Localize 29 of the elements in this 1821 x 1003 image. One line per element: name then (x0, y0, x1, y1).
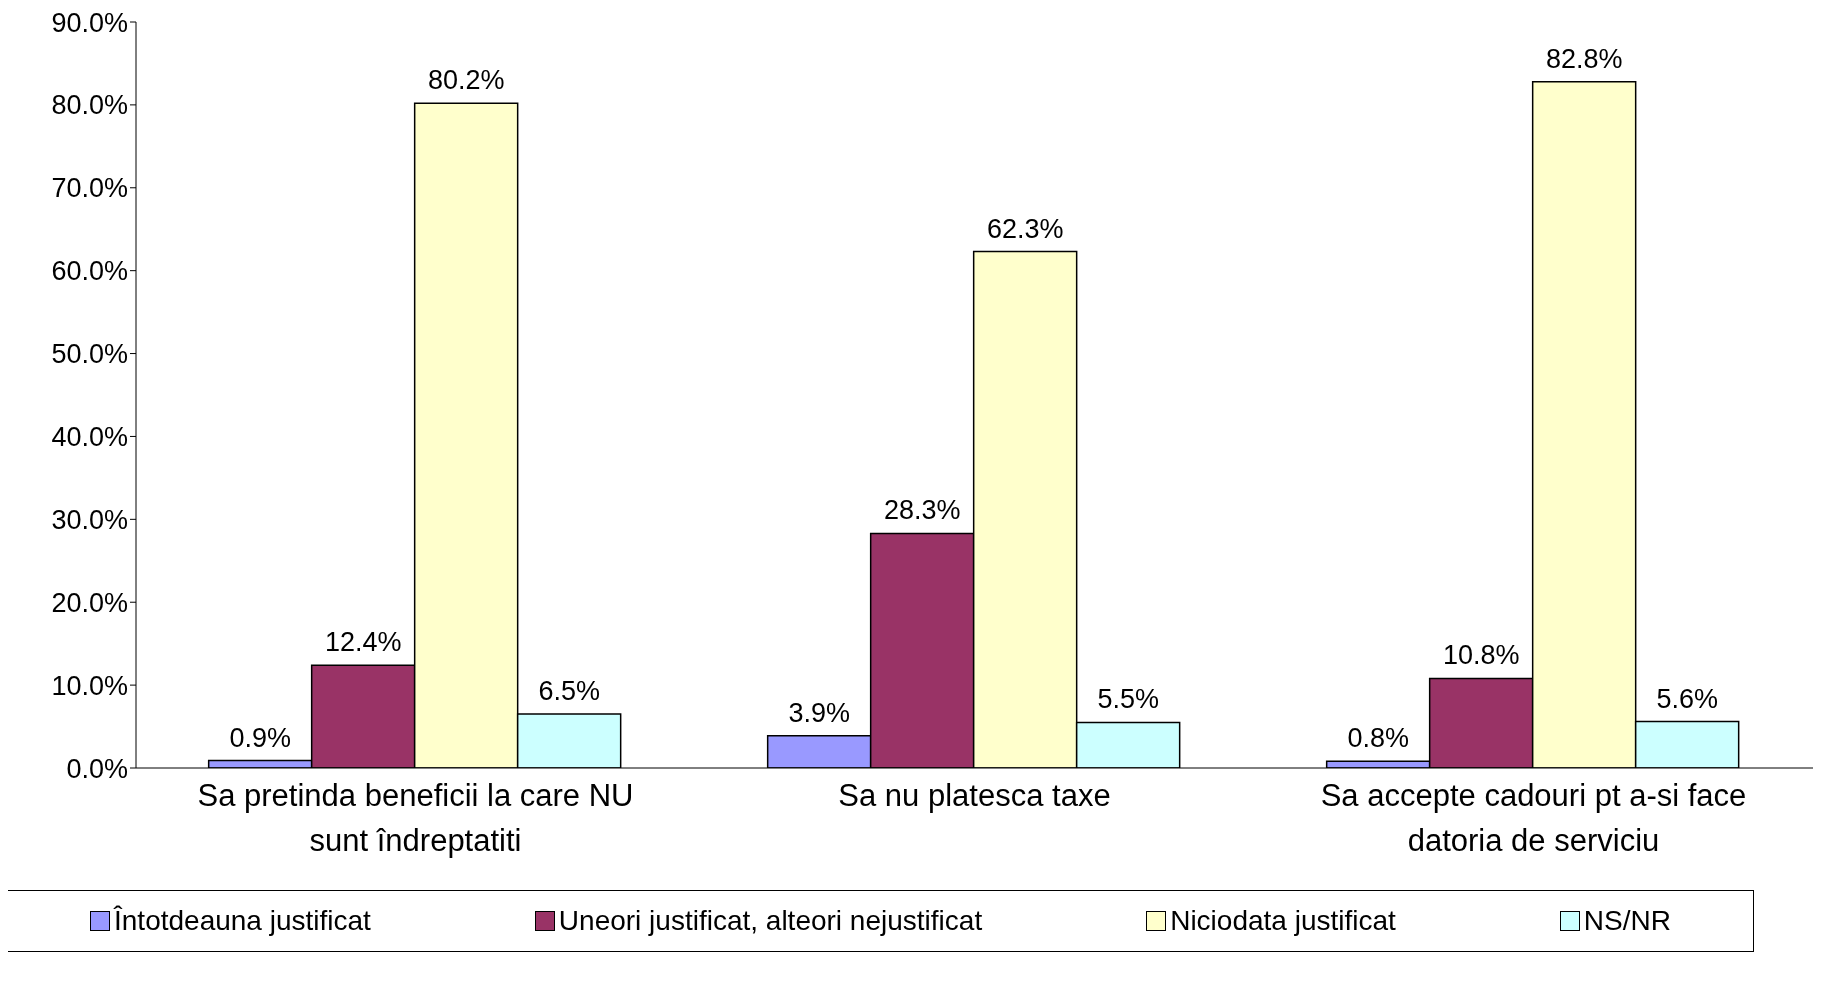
y-tick-label: 10.0% (51, 670, 128, 701)
data-label: 0.8% (1347, 723, 1409, 754)
data-label: 10.8% (1442, 640, 1520, 671)
y-tick-label: 40.0% (51, 422, 128, 453)
y-tick-label: 80.0% (51, 90, 128, 121)
data-label: 5.6% (1656, 683, 1718, 714)
y-tick-label: 50.0% (51, 339, 128, 370)
legend-label: NS/NR (1583, 905, 1671, 937)
data-label: 62.3% (986, 213, 1064, 244)
y-tick-label: 0.0% (66, 753, 128, 784)
y-tick-label: 60.0% (51, 256, 128, 287)
y-tick-label: 70.0% (51, 173, 128, 204)
y-tick-label: 20.0% (51, 587, 128, 618)
legend-label: Întotdeauna justificat (114, 905, 371, 937)
x-tick-label: Sa accepte cadouri pt a-si face datoria de serviciu (1320, 778, 1747, 858)
data-label: 28.3% (883, 495, 961, 526)
legend-label: Niciodata justificat (1170, 905, 1396, 937)
x-tick-label: Sa pretinda beneficii la care NU sunt îndreptatiti (197, 778, 634, 858)
data-label: 5.5% (1097, 684, 1159, 715)
data-label: 6.5% (538, 676, 600, 707)
data-label: 3.9% (788, 697, 850, 728)
data-label: 82.8% (1545, 43, 1623, 74)
data-label: 80.2% (427, 65, 505, 96)
legend-label: Uneori justificat, alteori nejustificat (558, 905, 983, 937)
x-tick-label: Sa nu platesca taxe (838, 778, 1111, 813)
data-label: 0.9% (229, 722, 291, 753)
y-tick-label: 90.0% (51, 7, 128, 38)
data-label: 12.4% (324, 627, 402, 658)
y-tick-label: 30.0% (51, 504, 128, 535)
